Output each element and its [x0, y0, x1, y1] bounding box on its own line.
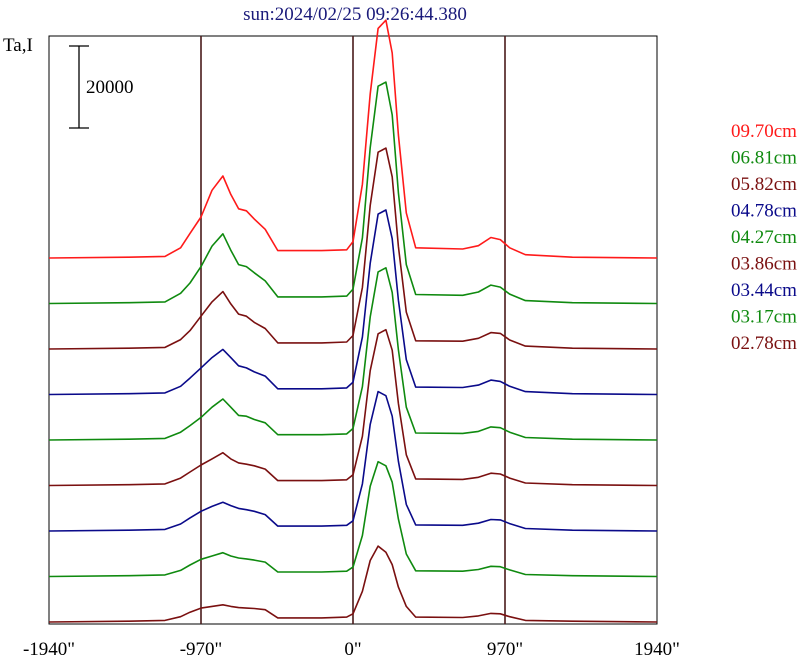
series-lines: [48, 19, 658, 623]
legend-entry-0: 09.70cm: [731, 121, 797, 142]
x-tick-label-2: 0": [344, 639, 361, 660]
legend-entry-2: 05.82cm: [731, 174, 797, 195]
legend-entry-4: 04.27cm: [731, 227, 797, 248]
legend-entry-5: 03.86cm: [731, 254, 797, 275]
vertical-markers: [200, 36, 506, 624]
series-line-8: [48, 545, 658, 623]
scale-bar-label: 20000: [86, 77, 134, 98]
legend-entry-7: 03.17cm: [731, 307, 797, 328]
chart-title: sun:2024/02/25 09:26:44.380: [243, 4, 467, 25]
x-tick-labels: -1940" -970" 0" 970" 1940": [23, 639, 680, 660]
series-line-4: [48, 267, 658, 441]
legend: 09.70cm 06.81cm 05.82cm 04.78cm 04.27cm 03.86…: [731, 121, 797, 354]
x-tick-label-4: 1940": [634, 639, 680, 660]
x-tick-label-3: 970": [487, 639, 523, 660]
legend-entry-8: 02.78cm: [731, 333, 797, 354]
legend-entry-1: 06.81cm: [731, 148, 797, 169]
series-line-5: [48, 328, 658, 487]
series-line-6: [48, 390, 658, 532]
legend-entry-6: 03.44cm: [731, 280, 797, 301]
y-axis-label: Ta,I: [3, 35, 33, 56]
series-line-3: [48, 209, 658, 396]
series-line-7: [48, 460, 658, 578]
series-line-2: [48, 147, 658, 350]
series-line-0: [48, 19, 658, 259]
legend-entry-3: 04.78cm: [731, 201, 797, 222]
series-line-1: [48, 81, 658, 305]
x-tick-label-0: -1940": [23, 639, 75, 660]
x-tick-label-1: -970": [180, 639, 223, 660]
scale-bar: 20000: [69, 45, 134, 129]
